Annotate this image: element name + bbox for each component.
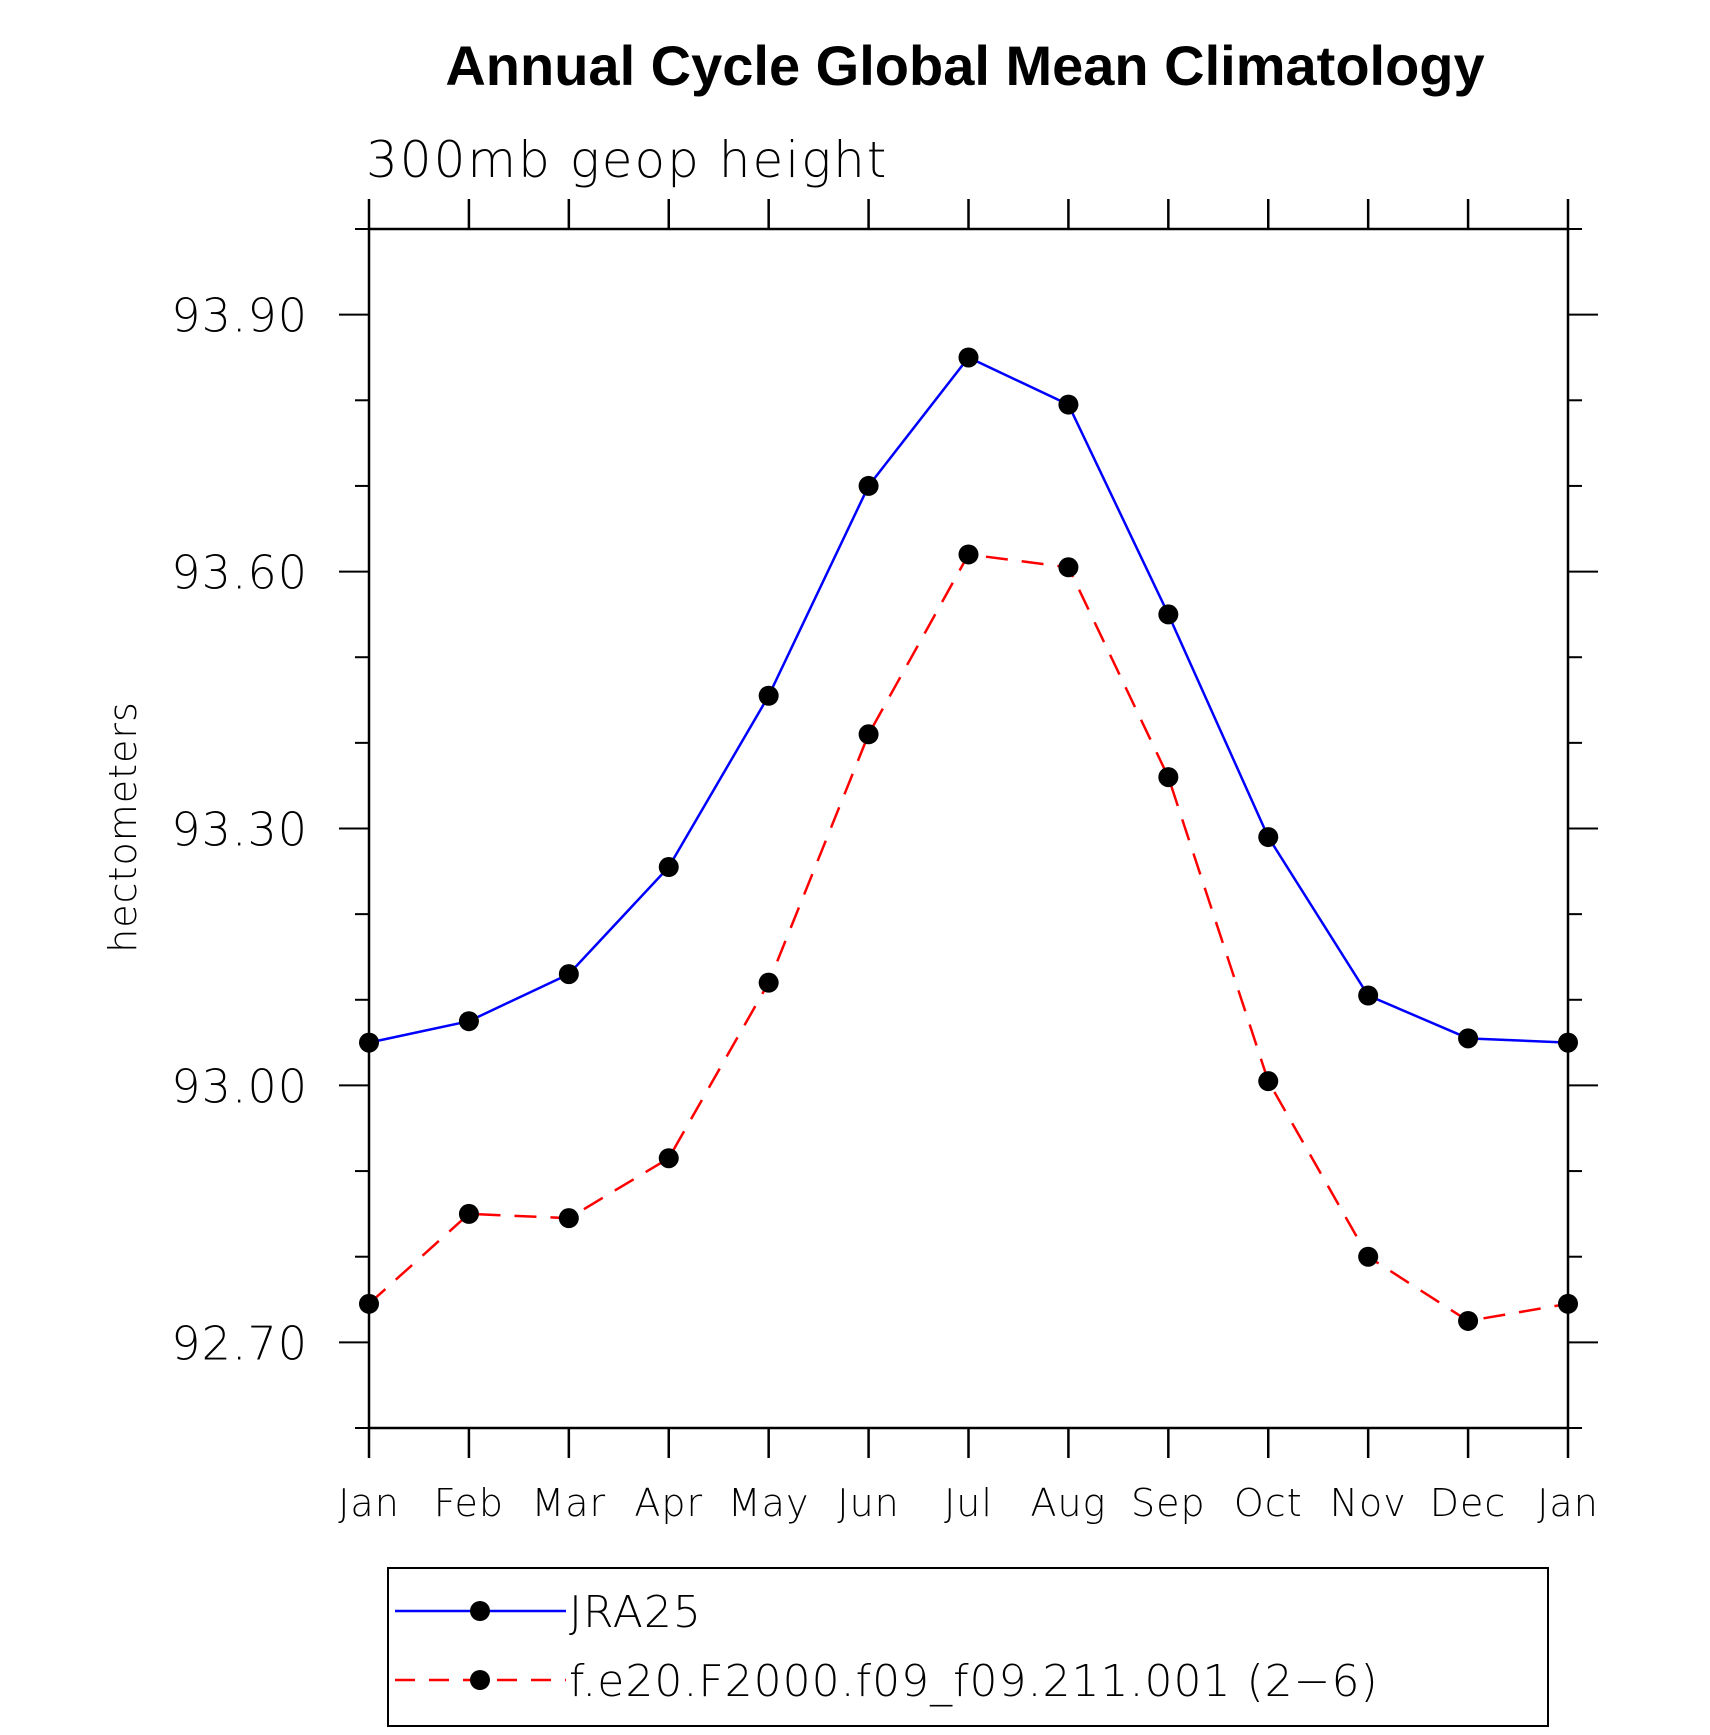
x-tick-label: Aug: [1030, 1481, 1106, 1525]
x-tick-label: Jul: [944, 1481, 993, 1525]
y-tick-label: 92.70: [171, 1316, 308, 1370]
x-tick-label: Jun: [837, 1481, 899, 1525]
data-point-series-0: [958, 347, 979, 368]
data-point-series-0: [458, 1011, 479, 1032]
series-line-1: [368, 553, 1569, 1323]
x-tick-label: Oct: [1234, 1481, 1303, 1525]
data-point-series-1: [558, 1208, 579, 1229]
chart-title: Annual Cycle Global Mean Climatology: [445, 34, 1484, 97]
y-tick-labels: 92.70 93.00 93.30 93.60 93.90: [171, 289, 308, 1371]
y-axis-label: hectometers: [101, 701, 145, 953]
data-point-series-1: [1358, 1246, 1379, 1267]
y-tick-label: 93.60: [171, 546, 308, 600]
y-tick-label: 93.90: [171, 289, 308, 343]
x-tick-label: Jan: [338, 1481, 400, 1525]
chart-subtitle: 300mb geop height: [366, 131, 888, 189]
legend-marker-jra25: [470, 1601, 490, 1621]
x-tick-label: Feb: [434, 1481, 504, 1525]
data-point-series-0: [1458, 1028, 1479, 1049]
data-point-series-1: [1258, 1071, 1279, 1092]
data-point-series-1: [458, 1203, 479, 1224]
x-tick-label: Nov: [1330, 1481, 1407, 1525]
data-point-series-0: [1058, 394, 1079, 415]
y-tick-label: 93.30: [171, 803, 308, 857]
data-point-series-1: [1458, 1310, 1479, 1331]
y-tick-label: 93.00: [171, 1059, 308, 1113]
x-tick-label: Mar: [531, 1481, 606, 1525]
data-point-series-0: [658, 857, 679, 878]
data-point-series-0: [558, 964, 579, 985]
data-point-series-0: [1358, 985, 1379, 1006]
data-point-series-0: [1558, 1032, 1578, 1053]
x-tick-labels: Jan Feb Mar Apr May Jun Jul Aug Sep Oct Nov Dec Jan: [338, 1481, 1599, 1525]
data-point-series-1: [359, 1293, 379, 1314]
x-tick-label: Jan: [1537, 1481, 1599, 1525]
data-point-series-0: [758, 685, 779, 706]
data-point-series-0: [1258, 827, 1279, 848]
x-tick-label: Sep: [1131, 1481, 1206, 1525]
x-tick-label: Apr: [634, 1481, 703, 1525]
data-point-series-0: [858, 475, 879, 496]
data-point-series-1: [758, 972, 779, 993]
data-point-series-0: [1158, 604, 1179, 625]
axis-ticks: [339, 199, 1598, 1458]
data-point-series-1: [1058, 557, 1079, 578]
data-point-series-1: [1558, 1293, 1578, 1314]
series-line-0: [368, 355, 1569, 1044]
legend-box: [387, 1567, 1549, 1727]
series-layer: [359, 347, 1578, 1331]
data-point-series-1: [858, 724, 879, 745]
data-point-series-1: [658, 1148, 679, 1169]
plot-frame: [367, 227, 1570, 1430]
data-point-series-0: [359, 1032, 379, 1053]
x-tick-label: Dec: [1430, 1481, 1507, 1525]
x-tick-label: May: [728, 1481, 810, 1525]
legend-marker-model: [470, 1670, 490, 1690]
data-point-series-1: [1158, 767, 1179, 788]
legend-label-jra25: JRA25: [569, 1587, 702, 1638]
data-point-series-1: [958, 544, 979, 565]
plot-border: [367, 227, 1570, 1430]
legend: JRA25 f.e20.F2000.f09_f09.211.001 (2−6): [387, 1567, 1549, 1727]
legend-label-model: f.e20.F2000.f09_f09.211.001 (2−6): [569, 1656, 1379, 1707]
